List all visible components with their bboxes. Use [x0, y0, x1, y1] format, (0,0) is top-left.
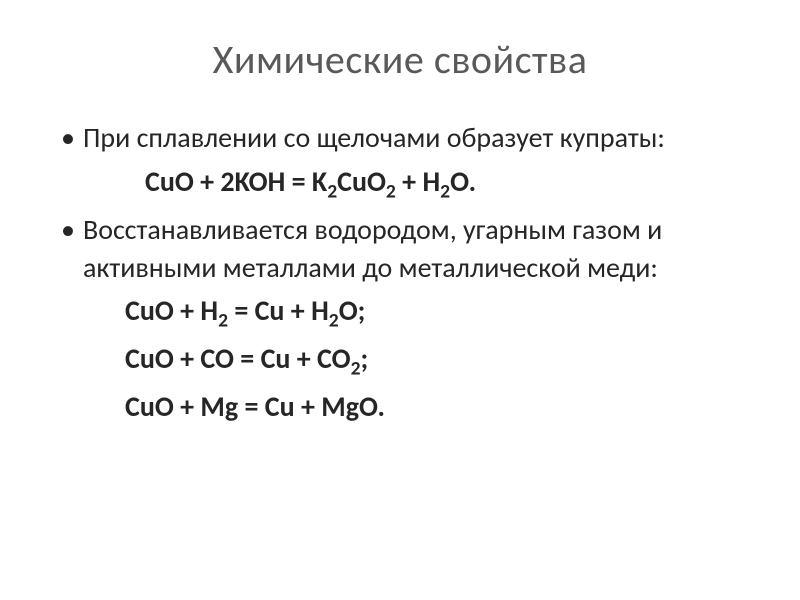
formula-sub: 2: [327, 179, 337, 203]
formula-text: Cu: [255, 293, 285, 328]
formula-text: +: [284, 293, 311, 328]
formula-text: Cu: [265, 389, 295, 424]
formula-text: +: [174, 293, 201, 328]
formula-text: O: [339, 293, 358, 328]
formula-text: H: [311, 293, 329, 328]
formula-text: +: [194, 164, 221, 199]
formula-text: .: [378, 389, 385, 424]
formula-hydrogen: CuO + H2 = Cu + H2O;: [55, 292, 745, 334]
formula-text: H: [200, 293, 218, 328]
formula-text: CuO: [125, 341, 174, 376]
formula-text: Cu: [261, 341, 291, 376]
formula-text: K: [312, 164, 327, 199]
formula-text: 2KOH: [220, 164, 285, 199]
formula-text: H: [422, 164, 440, 199]
formula-text: +: [174, 389, 201, 424]
formula-text: CuO: [145, 164, 194, 199]
formula-text: ;: [361, 341, 369, 376]
formula-magnesium: CuO + Mg = Cu + MgO.: [55, 388, 745, 426]
formula-sub: 2: [440, 179, 450, 203]
formula-sub: 2: [329, 309, 339, 333]
formula-text: =: [228, 293, 255, 328]
formula-text: CuO: [125, 389, 174, 424]
formula-text: CuO: [125, 293, 174, 328]
formula-text: MgO: [321, 389, 377, 424]
formula-sub: 2: [351, 357, 361, 381]
formula-text: +: [174, 341, 201, 376]
slide-title: Химические свойства: [55, 35, 745, 84]
formula-text: +: [290, 341, 317, 376]
formula-text: ;: [358, 293, 366, 328]
formula-text: O: [450, 164, 469, 199]
formula-text: Mg: [200, 389, 238, 424]
formula-text: CO: [317, 341, 351, 376]
formula-text: +: [295, 389, 322, 424]
formula-carbon-monoxide: CuO + CO = Cu + CO2;: [55, 340, 745, 382]
formula-text: CO: [200, 341, 234, 376]
formula-text: .: [469, 164, 476, 199]
formula-text: CuO: [337, 164, 386, 199]
formula-sub: 2: [386, 179, 396, 203]
formula-cuprate: CuO + 2KOH = K2CuO2 + H2O.: [55, 163, 745, 205]
formula-text: =: [285, 164, 312, 199]
content-list: При сплавлении со щелочами образует купр…: [55, 119, 745, 426]
formula-sub: 2: [218, 309, 228, 333]
bullet-reduction: Восстанавливается водородом, угарным газ…: [55, 211, 745, 287]
formula-text: +: [396, 164, 423, 199]
formula-text: =: [234, 341, 261, 376]
bullet-cuprates: При сплавлении со щелочами образует купр…: [55, 119, 745, 157]
formula-text: =: [238, 389, 265, 424]
